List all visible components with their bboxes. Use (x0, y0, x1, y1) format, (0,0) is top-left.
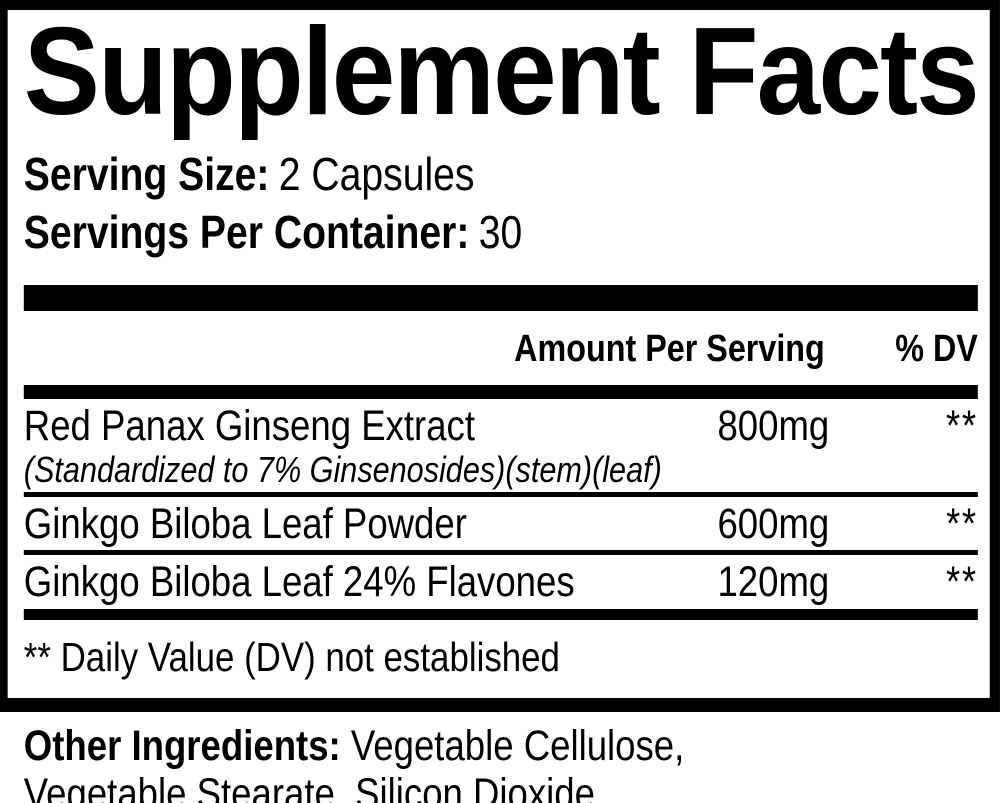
servings-per-container-label: Servings Per Container: (23, 205, 470, 258)
ingredient-row-main: Ginkgo Biloba Leaf Powder 600mg ** (24, 503, 978, 546)
other-ingredients-line1: Other Ingredients: Vegetable Cellulose, (24, 722, 978, 770)
ingredient-standardization-note: (Standardized to 7% Ginsenosides)(stem)(… (23, 448, 662, 490)
ingredient-row-main: Ginkgo Biloba Leaf 24% Flavones 120mg ** (24, 561, 978, 604)
facts-panel: Supplement Facts Serving Size: 2 Capsules… (0, 0, 1000, 712)
percent-dv-header: % DV (895, 328, 978, 370)
ingredient-name: Ginkgo Biloba Leaf 24% Flavones (23, 558, 575, 607)
ingredient-amount: 120mg (717, 558, 830, 607)
panel-title-wrap: Supplement Facts (23, 3, 980, 141)
servings-per-container-value: 30 (478, 205, 523, 258)
other-ingredients-label: Other Ingredients: (23, 722, 341, 770)
ingredient-dv-value: ** (945, 500, 978, 549)
panel-title: Supplement Facts (23, 3, 980, 141)
serving-size-label: Serving Size: (23, 148, 270, 200)
row-divider (23, 492, 978, 498)
other-ingredients-value-line1: Vegetable Cellulose, (350, 722, 685, 770)
other-ingredients: Other Ingredients: Vegetable Cellulose, V… (24, 722, 978, 803)
ingredient-name: Ginkgo Biloba Leaf Powder (23, 500, 467, 549)
serving-size-value: 2 Capsules (278, 148, 475, 200)
other-ingredients-line2: Vegetable Stearate, Silicon Dioxide. (24, 770, 978, 803)
column-header-row: Amount Per Serving % DV (24, 311, 978, 373)
amount-per-serving-header: Amount Per Serving (514, 328, 825, 370)
servings-per-container-line: Servings Per Container: 30 (24, 204, 978, 262)
separator-below-headers (23, 384, 978, 399)
ingredient-row: Ginkgo Biloba Leaf 24% Flavones 120mg ** (24, 555, 978, 609)
ingredient-amount: 600mg (717, 500, 830, 549)
separator-heavy-top (23, 285, 978, 311)
ingredient-row-main: Red Panax Ginseng Extract 800mg ** (23, 401, 978, 450)
separator-above-footnote (23, 609, 978, 621)
ingredient-row: Red Panax Ginseng Extract 800mg ** (Stan… (24, 399, 978, 493)
serving-size-line: Serving Size: 2 Capsules (24, 146, 978, 204)
row-divider (23, 550, 978, 556)
ingredient-dv-value: ** (945, 401, 978, 450)
other-ingredients-value-line2: Vegetable Stearate, Silicon Dioxide. (23, 770, 606, 803)
ingredient-dv-value: ** (945, 558, 978, 607)
daily-value-footnote: ** Daily Value (DV) not established (23, 634, 560, 681)
ingredient-name: Red Panax Ginseng Extract (23, 401, 475, 450)
ingredient-amount: 800mg (717, 401, 830, 450)
ingredient-row: Ginkgo Biloba Leaf Powder 600mg ** (24, 497, 978, 550)
serving-info: Serving Size: 2 Capsules Servings Per Con… (24, 146, 978, 261)
